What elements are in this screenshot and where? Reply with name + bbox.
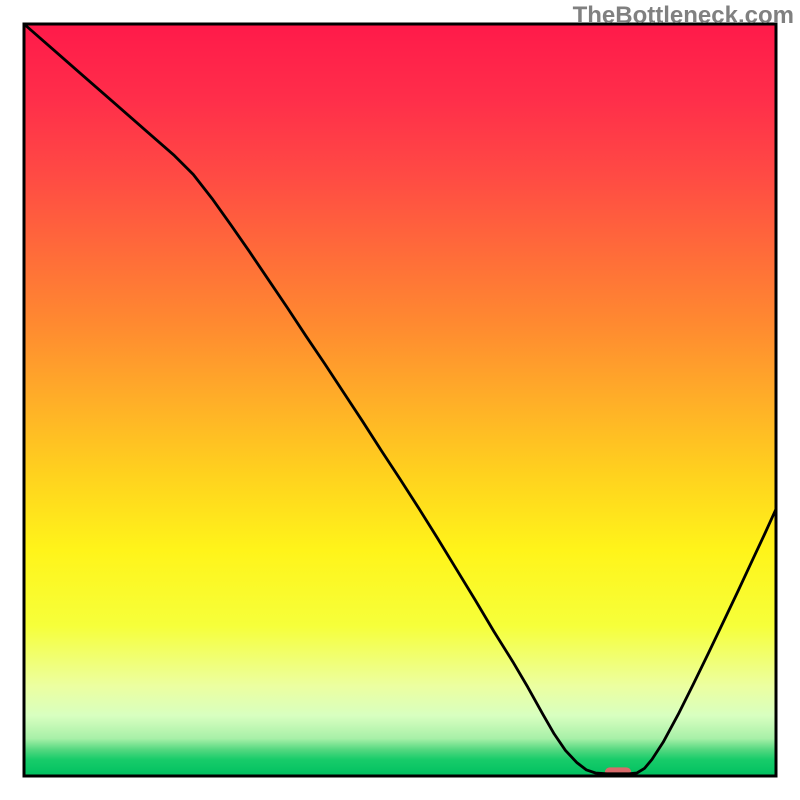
plot-background	[24, 24, 776, 776]
bottleneck-chart	[0, 0, 800, 800]
